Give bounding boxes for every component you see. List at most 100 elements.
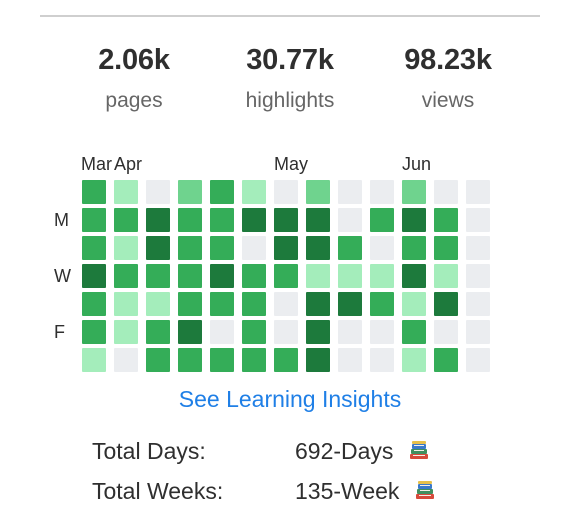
heatmap-cell[interactable] [466,180,490,204]
heatmap-cell[interactable] [338,264,362,288]
month-label-may: May [274,154,309,174]
heatmap-cell[interactable] [402,348,426,372]
heatmap-cell[interactable] [466,236,490,260]
heatmap-cell[interactable] [178,348,202,372]
heatmap-cell[interactable] [402,264,426,288]
heatmap-cell[interactable] [242,236,266,260]
heatmap-cell[interactable] [146,348,170,372]
heatmap-cell[interactable] [434,180,458,204]
heatmap-cell[interactable] [178,236,202,260]
heatmap-cell[interactable] [146,208,170,232]
heatmap-cell[interactable] [114,264,138,288]
heatmap-cell[interactable] [306,348,330,372]
heatmap-cell[interactable] [146,236,170,260]
heatmap-cell[interactable] [338,348,362,372]
heatmap-cell[interactable] [178,292,202,316]
heatmap-cell[interactable] [434,320,458,344]
heatmap-cell[interactable] [178,264,202,288]
heatmap-cell[interactable] [434,208,458,232]
heatmap-cell[interactable] [178,180,202,204]
heatmap-cell[interactable] [434,348,458,372]
heatmap-cell[interactable] [146,180,170,204]
heatmap-cell[interactable] [178,208,202,232]
heatmap-cell[interactable] [82,264,106,288]
heatmap-cell[interactable] [178,320,202,344]
heatmap-cell[interactable] [114,236,138,260]
heatmap-cell[interactable] [242,180,266,204]
heatmap-cell[interactable] [434,264,458,288]
heatmap-cell[interactable] [210,348,234,372]
heatmap-cell[interactable] [242,264,266,288]
heatmap-cell[interactable] [114,180,138,204]
heatmap-cell[interactable] [82,348,106,372]
stats-summary: 2.06k pages 30.77k highlights 98.23k vie… [54,42,526,122]
heatmap-cell[interactable] [402,292,426,316]
heatmap-cell[interactable] [466,264,490,288]
heatmap-cell[interactable] [402,208,426,232]
heatmap-cell[interactable] [114,208,138,232]
see-learning-insights-link[interactable]: See Learning Insights [178,386,402,412]
heatmap-cell[interactable] [274,320,298,344]
heatmap-cell[interactable] [210,292,234,316]
heatmap-cell[interactable] [306,292,330,316]
heatmap-cell[interactable] [306,180,330,204]
heatmap-cell[interactable] [242,348,266,372]
heatmap-cell[interactable] [402,320,426,344]
heatmap-cell[interactable] [370,264,394,288]
heatmap-cell[interactable] [434,236,458,260]
heatmap-cell[interactable] [114,320,138,344]
heatmap-cell[interactable] [338,208,362,232]
heatmap-cell[interactable] [466,348,490,372]
heatmap-cell[interactable] [370,180,394,204]
heatmap-cell[interactable] [370,236,394,260]
heatmap-cell[interactable] [114,292,138,316]
stat-views: 98.23k views [368,42,528,114]
heatmap-cell[interactable] [274,180,298,204]
heatmap-cell[interactable] [274,292,298,316]
heatmap-cell[interactable] [466,208,490,232]
heatmap-cell[interactable] [82,320,106,344]
heatmap-cell[interactable] [306,236,330,260]
heatmap-cell[interactable] [242,208,266,232]
heatmap-cell[interactable] [274,348,298,372]
heatmap-cell[interactable] [370,208,394,232]
heatmap-cell[interactable] [146,320,170,344]
heatmap-cell[interactable] [114,348,138,372]
heatmap-cell[interactable] [82,236,106,260]
heatmap-cell[interactable] [274,264,298,288]
books-icon [414,479,436,501]
heatmap-cell[interactable] [306,208,330,232]
heatmap-cell[interactable] [210,180,234,204]
heatmap-cell[interactable] [370,320,394,344]
heatmap-cell[interactable] [82,180,106,204]
heatmap-cell[interactable] [274,236,298,260]
heatmap-cell[interactable] [402,236,426,260]
heatmap-cell[interactable] [274,208,298,232]
heatmap-cell[interactable] [338,292,362,316]
heatmap-cell[interactable] [306,264,330,288]
heatmap-cell[interactable] [210,236,234,260]
heatmap-cell[interactable] [338,236,362,260]
heatmap-cell[interactable] [434,292,458,316]
heatmap-cell[interactable] [338,180,362,204]
heatmap-cell[interactable] [210,264,234,288]
total-weeks-value: 135-Week [295,478,400,504]
heatmap-cell[interactable] [466,320,490,344]
heatmap-cell[interactable] [402,180,426,204]
heatmap-cell[interactable] [82,208,106,232]
heatmap-cell[interactable] [370,292,394,316]
total-weeks-value-wrap: 135-Week [295,476,436,506]
heatmap-cell[interactable] [242,320,266,344]
heatmap-cell[interactable] [146,264,170,288]
total-days-label: Total Days: [92,438,206,464]
heatmap-cell[interactable] [210,320,234,344]
heatmap-cell[interactable] [242,292,266,316]
heatmap-cell[interactable] [466,292,490,316]
heatmap-cell[interactable] [210,208,234,232]
heatmap-cell[interactable] [370,348,394,372]
heatmap-cell[interactable] [306,320,330,344]
totals-section: Total Days: 692-Days Total Week [92,436,512,516]
heatmap-cell[interactable] [146,292,170,316]
heatmap-cell[interactable] [338,320,362,344]
heatmap-cell[interactable] [82,292,106,316]
